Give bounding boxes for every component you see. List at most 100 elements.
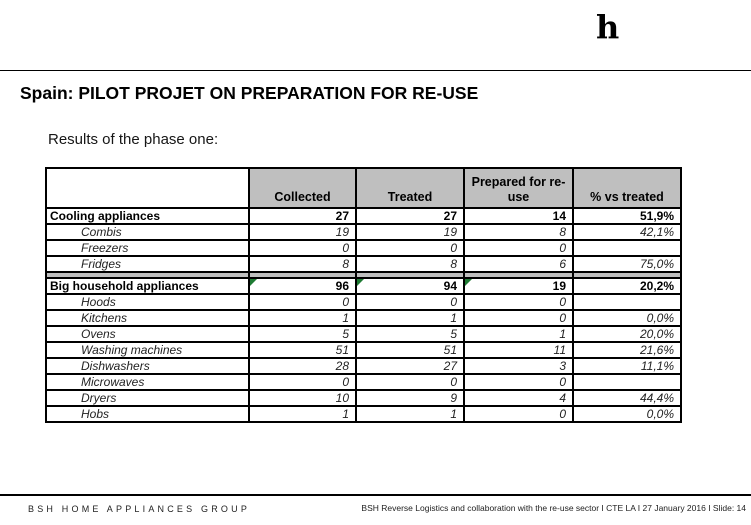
header-cell-prepared-for-reuse: Prepared for re-use: [463, 167, 574, 209]
separator-cell: [355, 271, 465, 279]
cell-label: Dishwashers: [45, 357, 250, 375]
cell-collected-with-comment-marker-icon: 96: [248, 277, 357, 295]
cell-label: Hobs: [45, 405, 250, 423]
cell-pct: 20,2%: [572, 277, 682, 295]
cell-collected: 0: [248, 373, 357, 391]
cell-pct: 0,0%: [572, 309, 682, 327]
cell-prepared: 0: [463, 309, 574, 327]
cell-treated: 27: [355, 357, 465, 375]
cell-pct: 51,9%: [572, 207, 682, 225]
cell-pct: 42,1%: [572, 223, 682, 241]
cell-pct: 0,0%: [572, 405, 682, 423]
cell-pct: [572, 239, 682, 257]
table-row: Hoods 0 0 0: [45, 293, 682, 311]
cell-collected: 19: [248, 223, 357, 241]
cell-collected: 28: [248, 357, 357, 375]
cell-treated: 5: [355, 325, 465, 343]
separator-cell: [572, 271, 682, 279]
table-row: Fridges 8 8 6 75,0%: [45, 255, 682, 273]
cell-label: Cooling appliances: [45, 207, 250, 225]
cell-treated: 0: [355, 373, 465, 391]
cell-treated: 1: [355, 405, 465, 423]
header-cell-blank: [45, 167, 250, 209]
header-cell-collected: Collected: [248, 167, 357, 209]
cell-treated: 19: [355, 223, 465, 241]
cell-treated: 1: [355, 309, 465, 327]
cell-treated: 9: [355, 389, 465, 407]
cell-collected: 8: [248, 255, 357, 273]
results-table: Collected Treated Prepared for re-use% vs …: [45, 167, 682, 423]
table-row: Microwaves 0 0 0: [45, 373, 682, 391]
table-row: Hobs 1 1 0 0,0%: [45, 405, 682, 423]
cell-prepared: 3: [463, 357, 574, 375]
cell-treated: 51: [355, 341, 465, 359]
cell-label: Washing machines: [45, 341, 250, 359]
cell-treated: 27: [355, 207, 465, 225]
table-row: Ovens 5 5 1 20,0%: [45, 325, 682, 343]
cell-prepared: 11: [463, 341, 574, 359]
cell-label: Big household appliances: [45, 277, 250, 295]
header-cell-treated: Treated: [355, 167, 465, 209]
cell-prepared: 6: [463, 255, 574, 273]
cell-treated-with-comment-marker-icon: 94: [355, 277, 465, 295]
separator-cell: [463, 271, 574, 279]
footer-divider: [0, 494, 751, 496]
table-row: Kitchens 1 1 0 0,0%: [45, 309, 682, 327]
cell-label: Ovens: [45, 325, 250, 343]
cell-pct: 20,0%: [572, 325, 682, 343]
cell-collected: 51: [248, 341, 357, 359]
cell-treated: 0: [355, 293, 465, 311]
separator-cell: [248, 271, 357, 279]
cell-prepared-with-comment-marker-icon: 19: [463, 277, 574, 295]
table-row: Big household appliances 96 94 19 20,2%: [45, 277, 682, 295]
cell-collected: 0: [248, 239, 357, 257]
cell-prepared: 0: [463, 239, 574, 257]
cell-treated: 8: [355, 255, 465, 273]
cell-pct: [572, 293, 682, 311]
cell-label: Microwaves: [45, 373, 250, 391]
cell-prepared: 14: [463, 207, 574, 225]
cell-pct: [572, 373, 682, 391]
cell-collected: 0: [248, 293, 357, 311]
cell-prepared: 1: [463, 325, 574, 343]
table-body: Cooling appliances 27 27 14 51,9% Combis 19 19 8…: [45, 207, 682, 423]
top-divider: [0, 70, 751, 71]
cell-label: Freezers: [45, 239, 250, 257]
cell-prepared: 0: [463, 293, 574, 311]
partial-logo-letter: h: [596, 8, 620, 46]
table-row: Washing machines 51 51 11 21,6%: [45, 341, 682, 359]
results-table-container: Collected Treated Prepared for re-use% vs …: [45, 167, 682, 423]
cell-label: Hoods: [45, 293, 250, 311]
cell-prepared: 0: [463, 373, 574, 391]
table-row: Cooling appliances 27 27 14 51,9%: [45, 207, 682, 225]
cell-label: Fridges: [45, 255, 250, 273]
cell-pct: 11,1%: [572, 357, 682, 375]
cell-collected: 1: [248, 405, 357, 423]
table-row: Dishwashers 28 27 3 11,1%: [45, 357, 682, 375]
separator-row: [45, 271, 682, 279]
cell-prepared: 4: [463, 389, 574, 407]
cell-label: Kitchens: [45, 309, 250, 327]
cell-collected: 1: [248, 309, 357, 327]
cell-collected: 5: [248, 325, 357, 343]
cell-treated: 0: [355, 239, 465, 257]
header-cell-pct-vs-treated: % vs treated: [572, 167, 682, 209]
table-row: Freezers 0 0 0: [45, 239, 682, 257]
slide-title: Spain: PILOT PROJET ON PREPARATION FOR R…: [20, 83, 479, 103]
cell-collected: 10: [248, 389, 357, 407]
table-header: Collected Treated Prepared for re-use% vs …: [45, 167, 682, 209]
header-row: Collected Treated Prepared for re-use% vs …: [45, 167, 682, 209]
table-row: Combis 19 19 8 42,1%: [45, 223, 682, 241]
cell-pct: 44,4%: [572, 389, 682, 407]
cell-label: Dryers: [45, 389, 250, 407]
cell-pct: 21,6%: [572, 341, 682, 359]
cell-label: Combis: [45, 223, 250, 241]
cell-prepared: 8: [463, 223, 574, 241]
separator-cell: [45, 271, 250, 279]
table-row: Dryers 10 9 4 44,4%: [45, 389, 682, 407]
footer-company-name: BSH HOME APPLIANCES GROUP: [28, 504, 251, 514]
footer-slide-info: BSH Reverse Logistics and collaboration …: [361, 503, 746, 513]
cell-prepared: 0: [463, 405, 574, 423]
cell-pct: 75,0%: [572, 255, 682, 273]
cell-collected: 27: [248, 207, 357, 225]
